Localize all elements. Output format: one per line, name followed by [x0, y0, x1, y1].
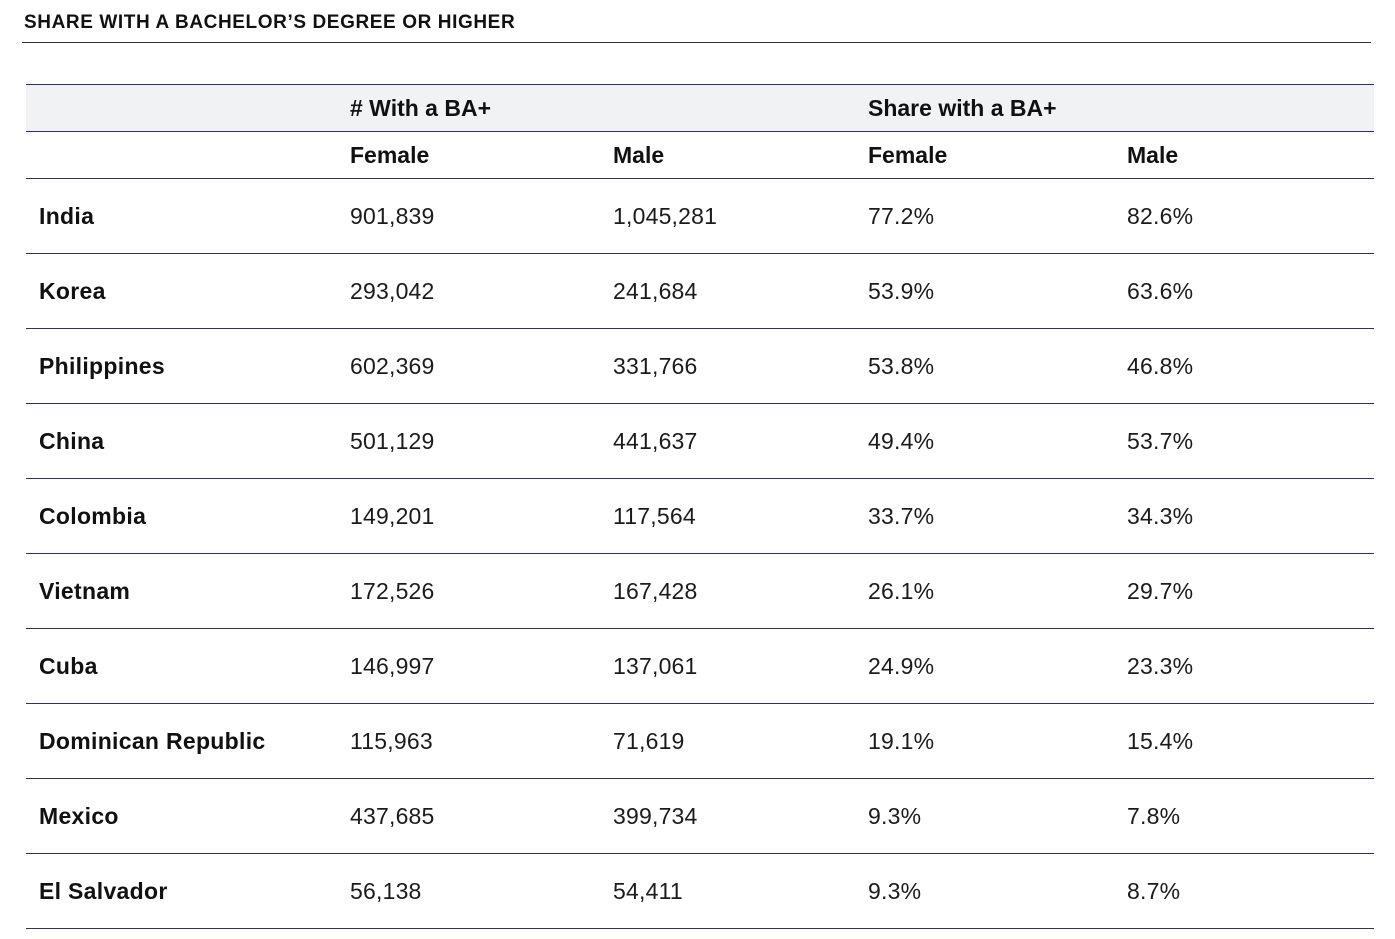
male-count-cell: 71,619	[613, 727, 685, 754]
male-share-cell: 53.7%	[1127, 427, 1194, 454]
male-count-cell: 167,428	[613, 577, 698, 604]
female-share-cell: 9.3%	[868, 802, 922, 829]
female-share-cell: 19.1%	[868, 727, 935, 754]
table-row: Vietnam 172,526 167,428 26.1% 29.7%	[26, 554, 1374, 629]
female-count-cell: 901,839	[350, 202, 435, 229]
male-count-cell: 331,766	[613, 352, 698, 379]
table-title: SHARE WITH A BACHELOR’S DEGREE OR HIGHER	[24, 12, 516, 33]
table-row: India 901,839 1,045,281 77.2% 82.6%	[26, 179, 1374, 254]
data-table: # With a BA+ Share with a BA+ Female Mal…	[26, 84, 1374, 929]
male-share-cell: 23.3%	[1127, 652, 1194, 679]
female-count-cell: 56,138	[350, 877, 422, 904]
male-share-cell: 7.8%	[1127, 802, 1181, 829]
table-body: India 901,839 1,045,281 77.2% 82.6% Korea 293,…	[26, 179, 1374, 929]
male-count-cell: 117,564	[613, 502, 696, 529]
country-cell: Colombia	[39, 502, 147, 529]
female-share-cell: 24.9%	[868, 652, 935, 679]
female-share-cell: 26.1%	[868, 577, 935, 604]
header-count-female: Female	[350, 141, 430, 168]
female-share-cell: 53.9%	[868, 277, 935, 304]
male-share-cell: 46.8%	[1127, 352, 1194, 379]
title-divider	[22, 42, 1371, 43]
table-row: El Salvador 56,138 54,411 9.3% 8.7%	[26, 854, 1374, 929]
country-cell: Cuba	[39, 652, 98, 679]
header-share-group: Share with a BA+	[868, 94, 1057, 121]
country-cell: Dominican Republic	[39, 727, 266, 754]
table-row: Mexico 437,685 399,734 9.3% 7.8%	[26, 779, 1374, 854]
header-count-group: # With a BA+	[350, 94, 492, 121]
female-count-cell: 146,997	[350, 652, 435, 679]
table-row: Colombia 149,201 117,564 33.7% 34.3%	[26, 479, 1374, 554]
female-share-cell: 9.3%	[868, 877, 922, 904]
table-row: China 501,129 441,637 49.4% 53.7%	[26, 404, 1374, 479]
male-share-cell: 29.7%	[1127, 577, 1194, 604]
female-share-cell: 49.4%	[868, 427, 935, 454]
male-share-cell: 63.6%	[1127, 277, 1194, 304]
female-count-cell: 115,963	[350, 727, 433, 754]
table-row: Philippines 602,369 331,766 53.8% 46.8%	[26, 329, 1374, 404]
header-group-row: # With a BA+ Share with a BA+	[26, 84, 1374, 132]
country-cell: El Salvador	[39, 877, 168, 904]
male-count-cell: 241,684	[613, 277, 698, 304]
table-row: Korea 293,042 241,684 53.9% 63.6%	[26, 254, 1374, 329]
header-share-female: Female	[868, 141, 948, 168]
header-share-male: Male	[1127, 141, 1179, 168]
female-count-cell: 172,526	[350, 577, 435, 604]
male-share-cell: 8.7%	[1127, 877, 1181, 904]
header-count-male: Male	[613, 141, 665, 168]
table-row: Dominican Republic 115,963 71,619 19.1% 15.4…	[26, 704, 1374, 779]
female-share-cell: 77.2%	[868, 202, 935, 229]
female-share-cell: 53.8%	[868, 352, 935, 379]
country-cell: Korea	[39, 277, 106, 304]
female-count-cell: 149,201	[350, 502, 435, 529]
male-share-cell: 82.6%	[1127, 202, 1194, 229]
female-count-cell: 501,129	[350, 427, 435, 454]
country-cell: Vietnam	[39, 577, 131, 604]
country-cell: Philippines	[39, 352, 165, 379]
female-count-cell: 602,369	[350, 352, 435, 379]
male-share-cell: 15.4%	[1127, 727, 1194, 754]
male-count-cell: 137,061	[613, 652, 698, 679]
female-share-cell: 33.7%	[868, 502, 935, 529]
male-count-cell: 441,637	[613, 427, 698, 454]
male-count-cell: 399,734	[613, 802, 698, 829]
country-cell: Mexico	[39, 802, 119, 829]
table-row: Cuba 146,997 137,061 24.9% 23.3%	[26, 629, 1374, 704]
female-count-cell: 293,042	[350, 277, 435, 304]
male-count-cell: 54,411	[613, 877, 683, 904]
male-share-cell: 34.3%	[1127, 502, 1194, 529]
female-count-cell: 437,685	[350, 802, 435, 829]
country-cell: India	[39, 202, 95, 229]
male-count-cell: 1,045,281	[613, 202, 718, 229]
header-sub-row: Female Male Female Male	[26, 132, 1374, 179]
country-cell: China	[39, 427, 105, 454]
